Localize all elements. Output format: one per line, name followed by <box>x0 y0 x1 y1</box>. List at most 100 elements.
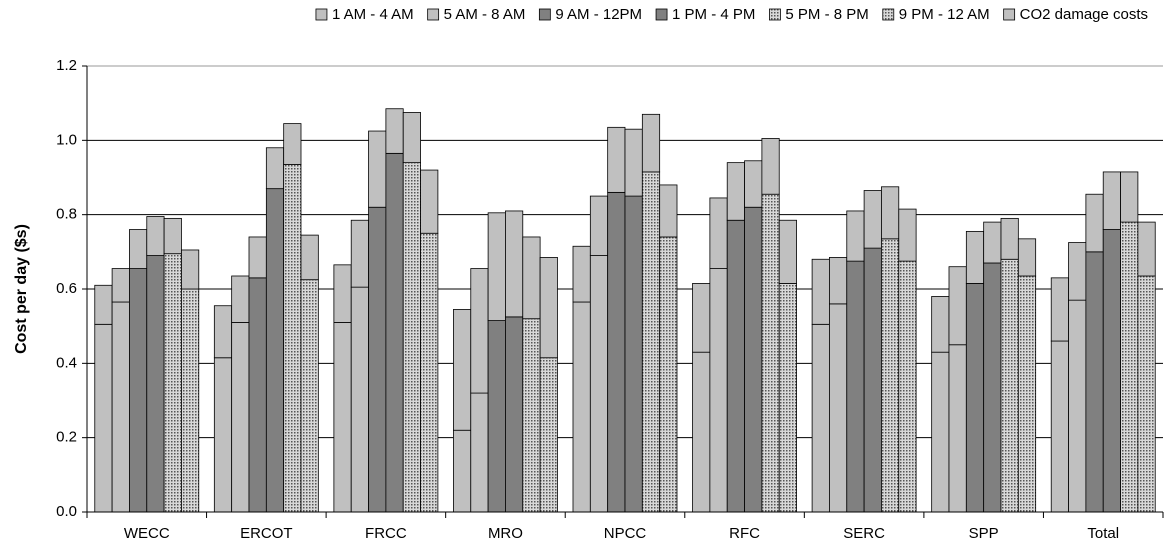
legend-label: 9 AM - 12PM <box>555 6 642 23</box>
bar <box>453 429 472 513</box>
bar-co2 <box>420 169 439 234</box>
bar <box>607 191 626 513</box>
legend-label: 5 AM - 8 AM <box>444 6 526 23</box>
bar <box>283 164 302 513</box>
y-tick-label: 0.0 <box>56 503 77 520</box>
x-tick-label: SPP <box>969 525 999 542</box>
bar-co2 <box>811 258 830 325</box>
bar <box>350 286 369 513</box>
bar-co2 <box>726 162 745 221</box>
bar <box>265 188 285 513</box>
x-tick-label: MRO <box>488 525 523 542</box>
legend-swatch <box>315 8 328 21</box>
bar <box>659 236 678 513</box>
bar <box>385 152 404 513</box>
bar <box>811 323 830 513</box>
bar-co2 <box>283 123 302 165</box>
bar-co2 <box>248 236 267 279</box>
bar-co2 <box>265 147 285 190</box>
bar-co2 <box>1120 171 1139 223</box>
bar-co2 <box>402 112 421 164</box>
bar <box>505 316 524 513</box>
x-tick-label: FRCC <box>365 525 407 542</box>
bar <box>333 322 352 513</box>
x-tick-label: NPCC <box>604 525 647 542</box>
bar-co2 <box>624 128 643 197</box>
bar-co2 <box>931 296 950 353</box>
bar-co2 <box>368 130 387 208</box>
bar <box>778 283 797 513</box>
bar-co2 <box>761 138 780 195</box>
bar-co2 <box>1102 171 1121 230</box>
bar-co2 <box>829 257 848 305</box>
bar-co2 <box>983 221 1002 264</box>
bar <box>846 260 865 513</box>
bar-co2 <box>129 229 148 269</box>
bar-co2 <box>181 249 200 290</box>
y-tick-label: 0.2 <box>56 429 77 446</box>
bar <box>300 279 319 513</box>
bar <box>726 219 745 513</box>
bar-co2 <box>659 184 678 238</box>
legend-swatch <box>538 8 551 21</box>
x-tick-label: SERC <box>843 525 885 542</box>
bar-co2 <box>231 275 250 323</box>
bar-co2 <box>94 284 113 325</box>
bar-co2 <box>333 264 352 323</box>
bar <box>1017 275 1037 513</box>
bar <box>1102 229 1121 513</box>
x-tick-label: WECC <box>124 525 170 542</box>
bar <box>641 171 661 513</box>
bar <box>231 322 250 513</box>
bar <box>881 238 900 513</box>
bar <box>983 262 1002 513</box>
bar <box>744 206 763 513</box>
bar-co2 <box>589 195 609 256</box>
bar <box>965 283 985 513</box>
bar <box>898 260 917 513</box>
x-tick-label: Total <box>1087 525 1119 542</box>
bar-co2 <box>846 210 865 262</box>
bar <box>1120 221 1139 513</box>
bar <box>402 162 421 513</box>
y-axis-title: Cost per day ($s) <box>13 224 30 354</box>
bar-co2 <box>692 283 711 353</box>
bar-co2 <box>1000 217 1019 260</box>
legend-swatch <box>427 8 440 21</box>
bar-co2 <box>522 236 541 320</box>
bar <box>761 193 780 513</box>
bar <box>709 268 728 513</box>
bar <box>624 195 643 513</box>
bar <box>163 253 182 513</box>
legend-label: 1 PM - 4 PM <box>672 6 755 23</box>
bar-co2 <box>1017 238 1037 277</box>
bar <box>863 247 882 513</box>
bar-co2 <box>487 212 506 321</box>
bar <box>589 255 609 513</box>
bar <box>522 318 541 513</box>
bar-co2 <box>641 113 661 173</box>
legend-label: 9 PM - 12 AM <box>899 6 990 23</box>
bar-co2 <box>505 210 524 318</box>
bar <box>181 288 200 513</box>
bar <box>539 357 558 513</box>
bar <box>948 344 967 513</box>
bar-co2 <box>213 305 233 359</box>
bar-co2 <box>881 186 900 240</box>
bar <box>94 323 113 513</box>
bar-co2 <box>709 197 728 269</box>
bar-co2 <box>1068 242 1087 301</box>
bar <box>420 232 439 513</box>
bar-co2 <box>539 257 558 359</box>
y-tick-label: 0.6 <box>56 280 77 297</box>
bar <box>487 320 506 513</box>
bar-co2 <box>385 108 404 154</box>
bar <box>1000 258 1019 513</box>
legend-swatch <box>1003 8 1016 21</box>
legend-label: CO2 damage costs <box>1020 6 1148 23</box>
bar-co2 <box>863 190 882 249</box>
bar <box>111 301 130 513</box>
bar-co2 <box>1050 277 1069 342</box>
bar-co2 <box>572 245 591 303</box>
